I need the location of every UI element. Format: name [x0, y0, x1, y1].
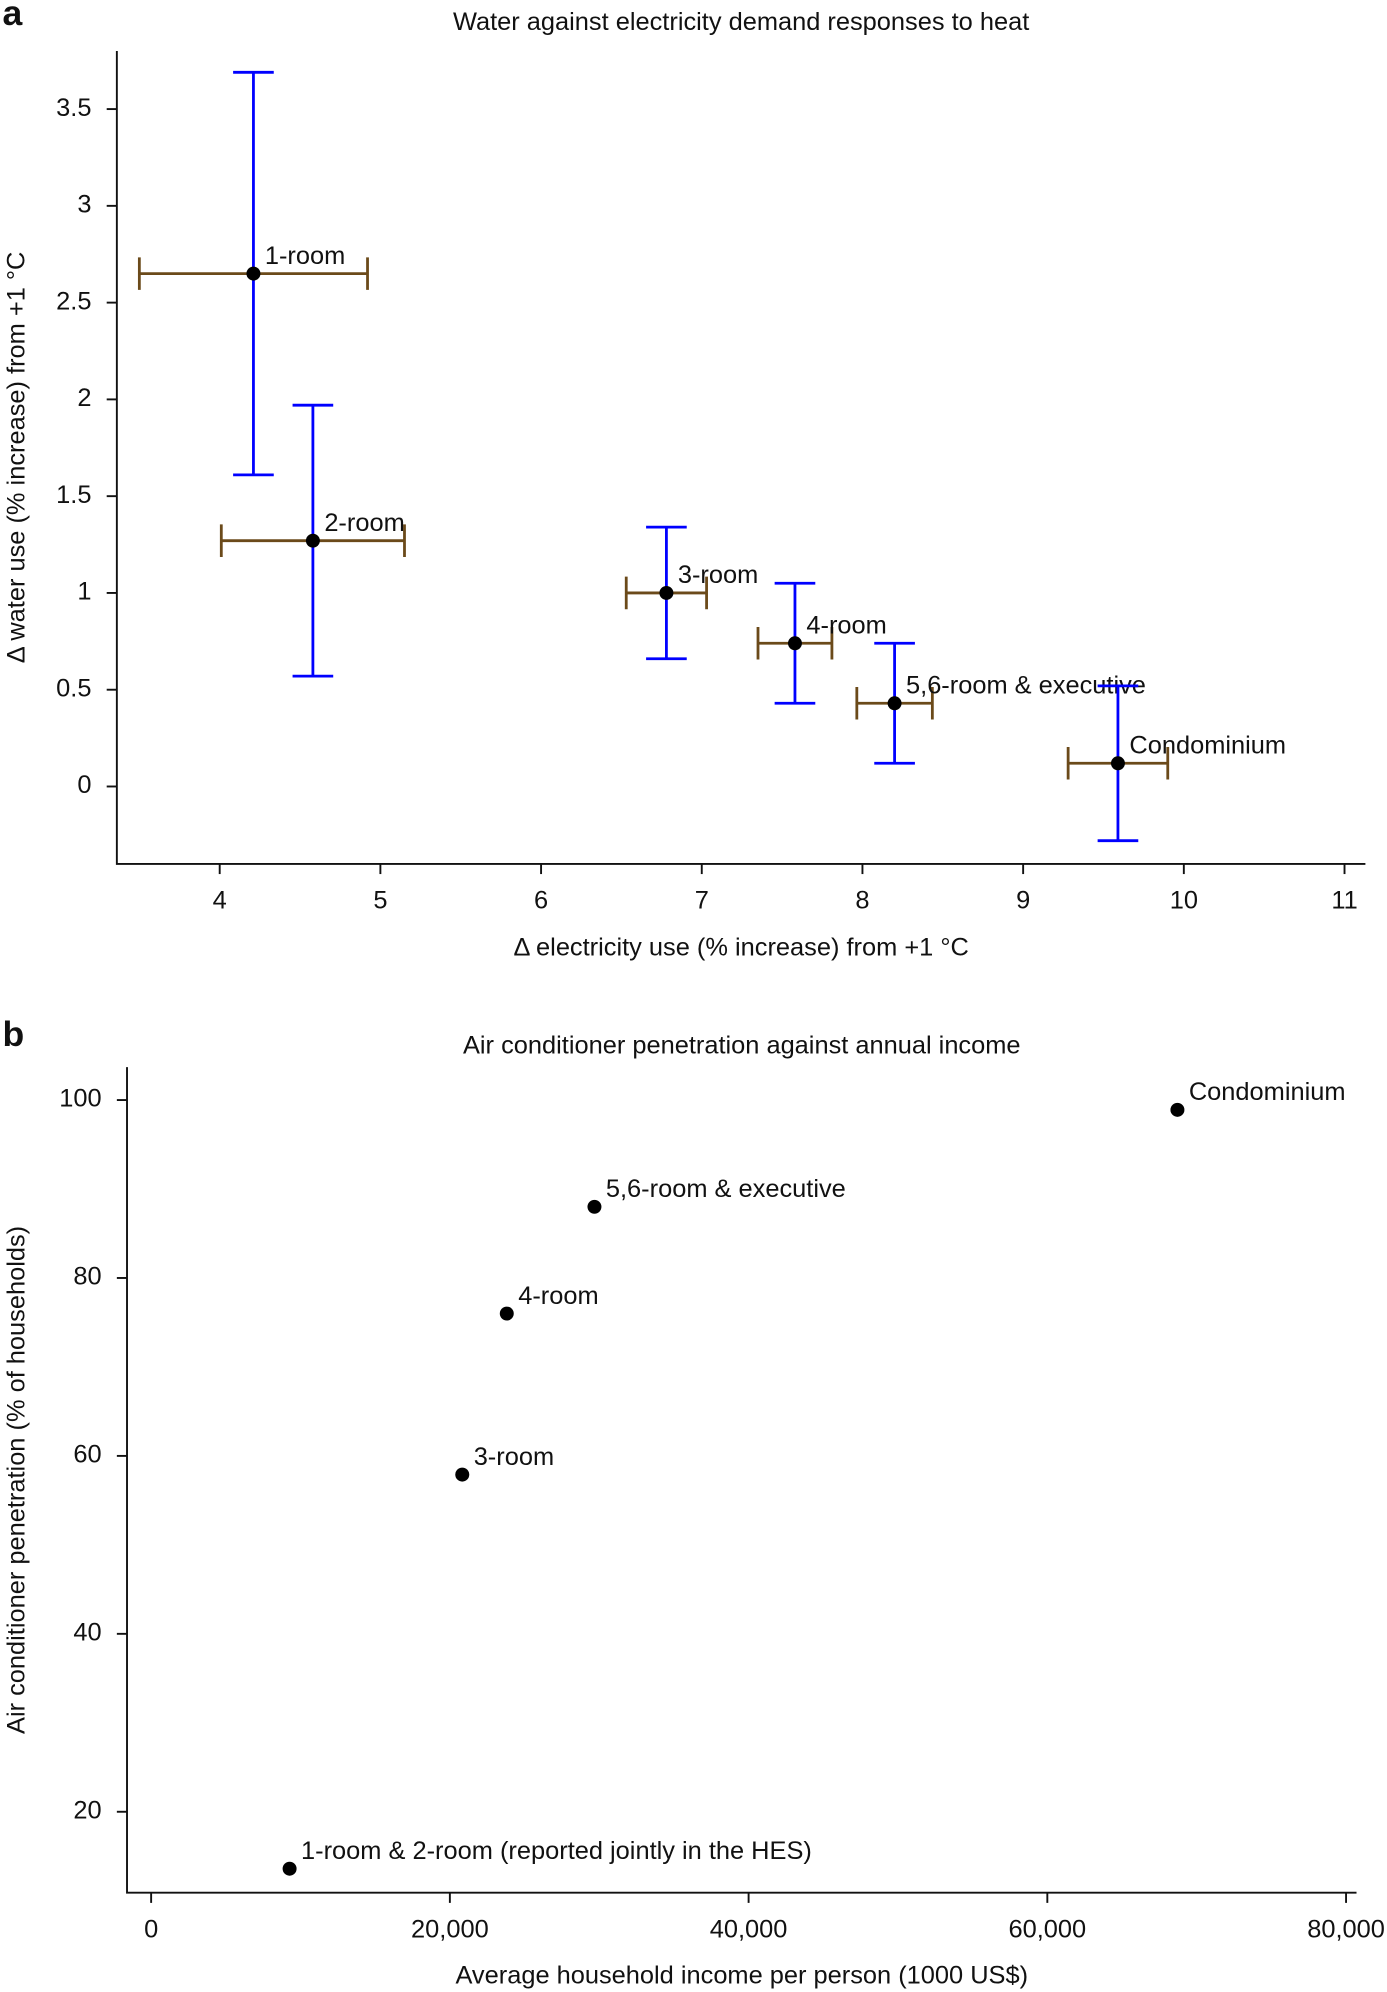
y-tick-label: 0.5 [56, 674, 91, 702]
y-tick-label: 1 [77, 578, 91, 606]
axis-line [115, 51, 1366, 865]
x-axis-label: Average household income per person (100… [455, 1961, 1028, 1989]
point [305, 533, 320, 548]
x-tick-label: 40,000 [710, 1916, 788, 1944]
y-tick-label: 3 [77, 191, 91, 219]
point-label: 1-room [265, 242, 345, 270]
x-tick-label: 6 [534, 887, 548, 915]
point-label: 3-room [474, 1443, 554, 1471]
x-tick-label: 7 [695, 887, 709, 915]
x-tick-label: 9 [1016, 887, 1030, 915]
chart-title: Water against electricity demand respons… [453, 8, 1029, 36]
x-tick-label: 80,000 [1307, 1916, 1385, 1944]
y-tick-label: 100 [59, 1085, 101, 1113]
y-tick-label: 2.5 [56, 287, 91, 315]
x-tick-label: 11 [1331, 887, 1357, 915]
y-axis-label: Air conditioner penetration (% of househ… [2, 1226, 30, 1734]
panel-label: a [3, 0, 23, 33]
point-label: 2-room [324, 509, 404, 537]
y-axis-label: Δ water use (% increase) from +1 °C [2, 252, 30, 664]
x-tick-label: 0 [144, 1916, 158, 1944]
y-tick-label: 40 [73, 1619, 101, 1647]
point [499, 1306, 514, 1321]
point [455, 1467, 470, 1482]
point [246, 266, 261, 281]
point-label: 1-room & 2-room (reported jointly in the… [301, 1837, 812, 1865]
chart-title: Air conditioner penetration against annu… [463, 1032, 1021, 1060]
point [587, 1199, 602, 1214]
x-tick-label: 20,000 [411, 1916, 489, 1944]
y-tick-label: 1.5 [56, 481, 91, 509]
x-axis-label: Δ electricity use (% increase) from +1 °… [513, 934, 968, 962]
point-label: 4-room [806, 611, 886, 639]
y-tick-label: 0 [77, 771, 91, 799]
axis-line [126, 1067, 1357, 1894]
point [282, 1861, 297, 1876]
y-tick-label: 20 [73, 1796, 101, 1824]
point-label: 3-room [678, 561, 758, 589]
y-tick-label: 2 [77, 384, 91, 412]
y-tick-label: 80 [73, 1263, 101, 1291]
point [659, 585, 674, 600]
y-tick-label: 3.5 [56, 94, 91, 122]
point [887, 696, 902, 711]
x-tick-label: 10 [1170, 887, 1198, 915]
panel-label: b [3, 1014, 25, 1054]
point-label: 5,6-room & executive [606, 1175, 846, 1203]
x-tick-label: 4 [213, 887, 227, 915]
point [1110, 756, 1125, 771]
point-label: Condominium [1129, 731, 1286, 759]
x-tick-label: 60,000 [1008, 1916, 1086, 1944]
x-tick-label: 5 [373, 887, 387, 915]
point [787, 636, 802, 651]
y-tick-label: 60 [73, 1441, 101, 1469]
x-tick-label: 8 [855, 887, 869, 915]
point-label: 4-room [518, 1282, 598, 1310]
point [1170, 1102, 1185, 1117]
point-label: Condominium [1189, 1078, 1346, 1106]
